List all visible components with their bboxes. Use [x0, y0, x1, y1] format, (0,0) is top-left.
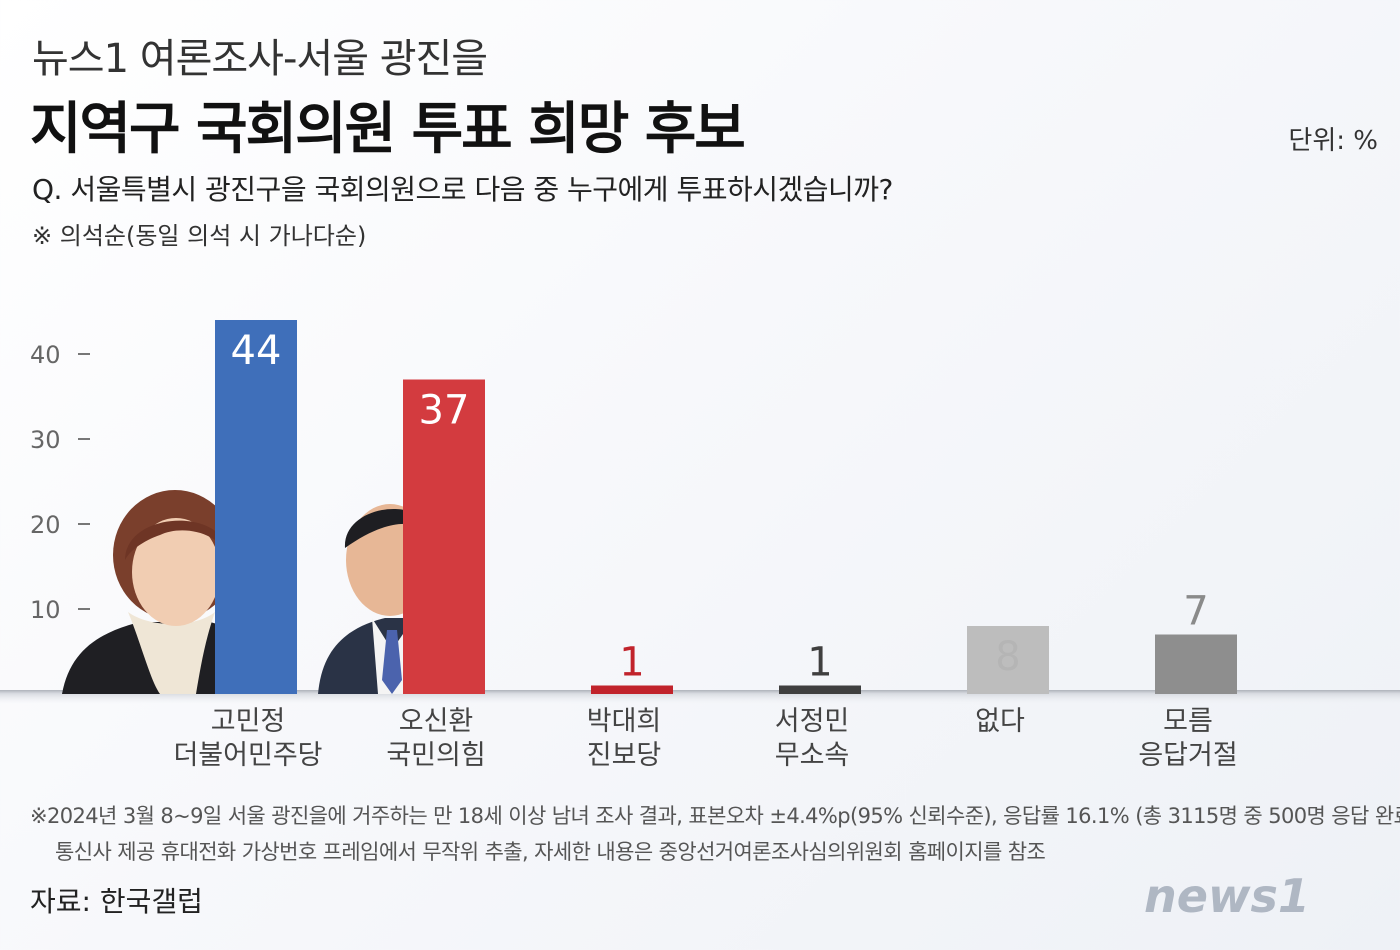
bar-value-label: 1 — [619, 640, 644, 686]
logo-wordmark: news1 — [1144, 869, 1310, 923]
bar — [591, 685, 673, 694]
category-label: 모름 — [1163, 706, 1213, 737]
bar-value-label: 8 — [995, 634, 1020, 680]
methodology-note-line1: ※2024년 3월 8~9일 서울 광진을에 거주하는 만 18세 이상 남녀 … — [30, 804, 1400, 828]
supertitle: 뉴스1 여론조사-서울 광진을 — [32, 36, 488, 82]
category-label: 국민의힘 — [386, 740, 485, 771]
category-label: 없다 — [975, 706, 1025, 737]
bar-value-label: 1 — [807, 640, 832, 686]
survey-question: Q. 서울특별시 광진구을 국회의원으로 다음 중 누구에게 투표하시겠습니까? — [32, 173, 893, 206]
bar — [967, 626, 1049, 694]
bar-value-label: 44 — [231, 328, 282, 374]
category-label: 고민정 — [211, 706, 286, 737]
category-label: 더불어민주당 — [173, 740, 322, 771]
category-label: 오신환 — [399, 706, 474, 737]
bar-value-label: 7 — [1183, 589, 1208, 635]
y-tick-label: 10 — [30, 596, 61, 624]
bar — [1155, 634, 1237, 694]
y-tick-label: 20 — [30, 511, 61, 539]
data-source: 자료: 한국갤럽 — [30, 885, 203, 918]
category-label: 서정민 — [775, 706, 850, 737]
y-tick-label: 30 — [30, 426, 61, 454]
bar-value-label: 37 — [419, 388, 470, 434]
order-note: ※ 의석순(동일 의석 시 가나다순) — [32, 222, 367, 250]
bar — [403, 379, 485, 694]
news1-logo: news1 — [1144, 869, 1310, 923]
category-label: 무소속 — [775, 740, 850, 771]
bar — [215, 320, 297, 694]
category-label: 응답거절 — [1138, 740, 1237, 771]
bar — [779, 685, 861, 694]
category-label: 박대희 — [587, 706, 662, 737]
category-label: 진보당 — [587, 740, 662, 771]
unit-label: 단위: % — [1288, 126, 1378, 156]
y-tick-label: 40 — [30, 341, 61, 369]
methodology-note-line2: 통신사 제공 휴대전화 가상번호 프레임에서 무작위 추출, 자세한 내용은 중… — [55, 840, 1046, 864]
chart-title: 지역구 국회의원 투표 희망 후보 — [30, 97, 746, 162]
